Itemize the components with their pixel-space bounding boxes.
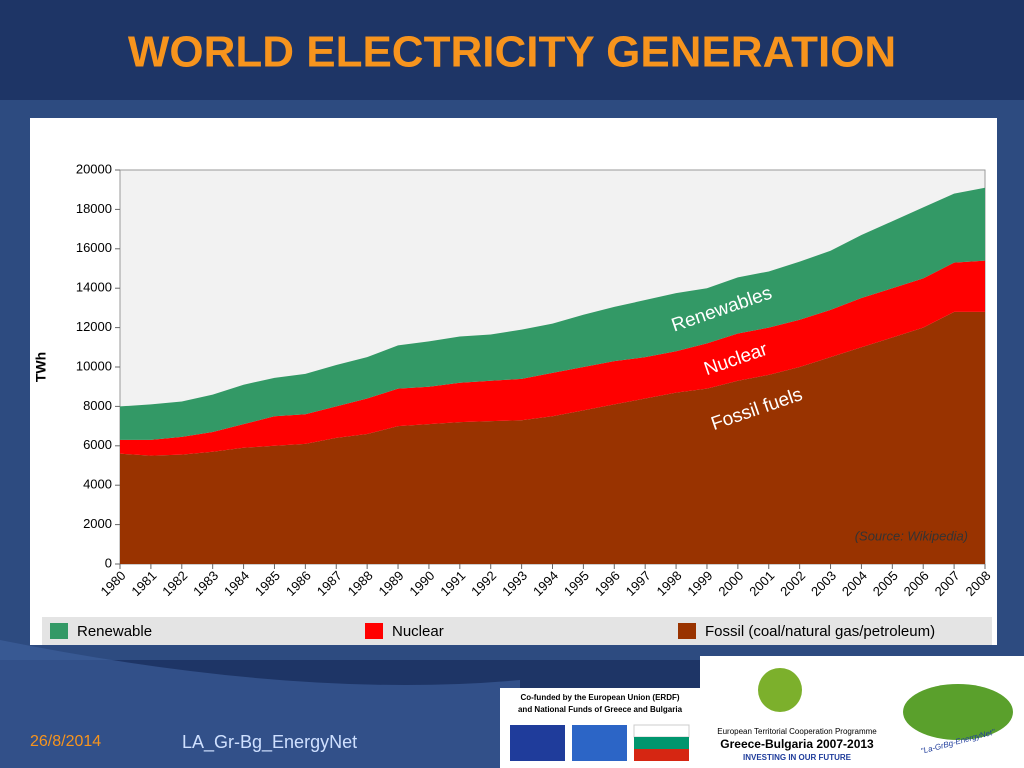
legend-label: Fossil (coal/natural gas/petroleum) bbox=[705, 623, 935, 640]
decor bbox=[0, 640, 520, 768]
greek-flag bbox=[572, 725, 627, 761]
area bbox=[120, 187, 985, 440]
project-logo bbox=[903, 684, 1013, 740]
y-tick-label: 2000 bbox=[83, 516, 112, 531]
y-tick-label: 12000 bbox=[76, 319, 112, 334]
eu-flag bbox=[510, 725, 565, 761]
y-tick-label: 4000 bbox=[83, 477, 112, 492]
bg-flag bbox=[633, 724, 690, 738]
y-tick-label: 18000 bbox=[76, 201, 112, 216]
legend-label: Nuclear bbox=[392, 623, 444, 640]
y-tick-label: 0 bbox=[105, 555, 112, 570]
y-tick-label: 14000 bbox=[76, 280, 112, 295]
y-axis-label: TWh bbox=[33, 352, 49, 382]
logo-text: European Territorial Cooperation Program… bbox=[717, 727, 877, 736]
footer-project: LA_Gr-Bg_EnergyNet bbox=[182, 732, 357, 753]
legend-label: Renewable bbox=[77, 623, 152, 640]
legend-swatch bbox=[50, 623, 68, 639]
y-tick-label: 8000 bbox=[83, 398, 112, 413]
logo-text: INVESTING IN OUR FUTURE bbox=[743, 753, 852, 762]
legend-swatch bbox=[678, 623, 696, 639]
y-tick-label: 10000 bbox=[76, 358, 112, 373]
y-tick-label: 16000 bbox=[76, 240, 112, 255]
y-tick-label: 6000 bbox=[83, 437, 112, 452]
logo-text: Co-funded by the European Union (ERDF) bbox=[520, 693, 679, 702]
bg-flag bbox=[634, 737, 689, 749]
tree-icon bbox=[758, 668, 802, 712]
legend-bar bbox=[42, 617, 992, 645]
logo-text: Greece-Bulgaria 2007-2013 bbox=[720, 737, 874, 751]
area bbox=[120, 260, 985, 456]
bg-flag bbox=[634, 749, 689, 761]
programme-logo-box bbox=[700, 656, 895, 768]
slide-title: WORLD ELECTRICITY GENERATION bbox=[128, 28, 896, 77]
y-tick-label: 20000 bbox=[76, 161, 112, 176]
source-note: (Source: Wikipedia) bbox=[855, 528, 968, 543]
footer-date: 26/8/2014 bbox=[30, 733, 101, 750]
logo-text: and National Funds of Greece and Bulgari… bbox=[518, 705, 683, 714]
legend-swatch bbox=[365, 623, 383, 639]
